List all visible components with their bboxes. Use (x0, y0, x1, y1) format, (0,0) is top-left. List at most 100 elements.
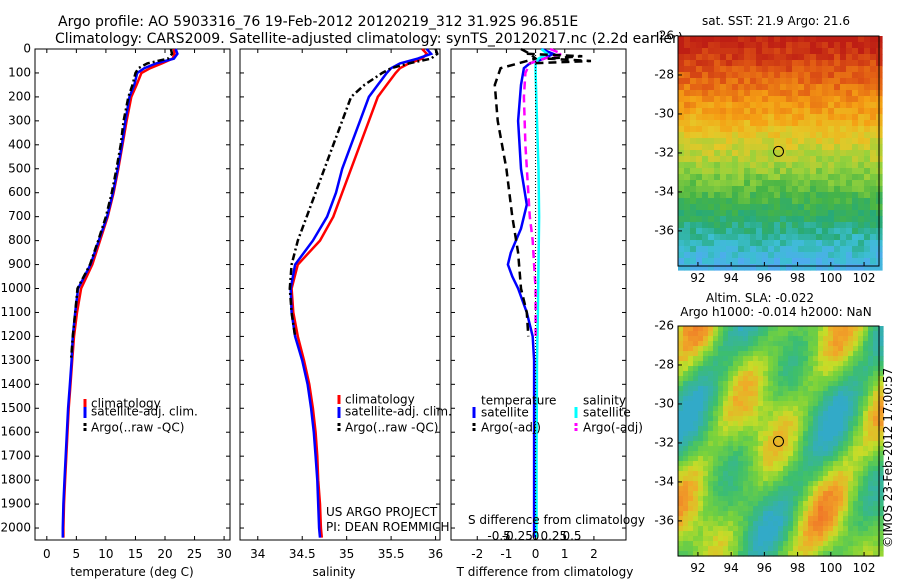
map-cell (718, 496, 724, 502)
map-cell (822, 72, 829, 79)
map-cell (688, 461, 694, 467)
map-cell (690, 48, 697, 55)
map-cell (768, 426, 774, 432)
depth-tick-label: 400 (8, 137, 31, 151)
temperature-panel (34, 48, 231, 541)
map-cell (853, 491, 859, 497)
map-cell (774, 48, 781, 55)
map-cell (878, 421, 884, 427)
map-cell (726, 192, 733, 199)
map-cell (758, 396, 764, 402)
map-cell (793, 546, 799, 552)
map-cell (758, 461, 764, 467)
map-cell (718, 551, 724, 557)
map-cell (788, 481, 794, 487)
map-cell (786, 120, 793, 127)
map-cell (818, 326, 824, 332)
map-cell (750, 228, 757, 235)
map-cell (743, 436, 749, 442)
map-cell (708, 356, 714, 362)
map-cell (843, 521, 849, 527)
map-cell (688, 491, 694, 497)
map-cell (878, 386, 884, 392)
map-cell (723, 466, 729, 472)
map-cell (763, 531, 769, 537)
map-cell (696, 216, 703, 223)
map-cell (828, 386, 834, 392)
map-cell (748, 426, 754, 432)
map-cell (774, 198, 781, 205)
map-cell (780, 96, 787, 103)
map-cell (818, 426, 824, 432)
map-cell (768, 376, 774, 382)
map-cell (763, 486, 769, 492)
map-cell (763, 516, 769, 522)
map-cell (728, 496, 734, 502)
map-cell (793, 496, 799, 502)
map-cell (688, 526, 694, 532)
map-cell (834, 186, 841, 193)
map-cell (838, 486, 844, 492)
map-cell (748, 366, 754, 372)
map-cell (803, 501, 809, 507)
map-cell (683, 551, 689, 557)
map-cell (833, 551, 839, 557)
map-cell (833, 491, 839, 497)
map-cell (852, 132, 859, 139)
map-cell (762, 120, 769, 127)
map-cell (818, 456, 824, 462)
map-cell (748, 331, 754, 337)
map-cell (828, 486, 834, 492)
map-cell (798, 401, 804, 407)
map-cell (878, 536, 884, 542)
map-cell (868, 496, 874, 502)
map-cell (793, 436, 799, 442)
map-cell (852, 210, 859, 217)
map-cell (873, 501, 879, 507)
map-cell (718, 366, 724, 372)
map-cell (818, 436, 824, 442)
map-cell (840, 84, 847, 91)
map-cell (840, 240, 847, 247)
map-cell (828, 216, 835, 223)
map-cell (878, 526, 884, 532)
map-cell (726, 54, 733, 61)
map-cell (748, 461, 754, 467)
map-cell (768, 108, 775, 115)
map-cell (743, 516, 749, 522)
map-cell (786, 234, 793, 241)
map-cell (798, 66, 805, 73)
map-cell (750, 180, 757, 187)
map-cell (702, 210, 709, 217)
map-cell (684, 78, 691, 85)
map-cell (843, 486, 849, 492)
map-cell (688, 451, 694, 457)
map-cell (750, 48, 757, 55)
series-line-s-satellite (534, 48, 550, 538)
map-cell (696, 90, 703, 97)
map-cell (678, 486, 684, 492)
map-cell (793, 456, 799, 462)
map-cell (732, 252, 739, 259)
map-cell (683, 461, 689, 467)
map-cell (813, 416, 819, 422)
map-cell (780, 42, 787, 49)
map-cell (723, 426, 729, 432)
map-cell (773, 546, 779, 552)
map-cell (714, 162, 721, 169)
map-cell (684, 204, 691, 211)
map-cell (773, 406, 779, 412)
map-cell (773, 391, 779, 397)
map-cell (756, 162, 763, 169)
map-cell (750, 144, 757, 151)
map-cell (762, 246, 769, 253)
map-cell (780, 264, 787, 271)
map-cell (870, 234, 877, 241)
map-cell (848, 391, 854, 397)
map-cell (858, 336, 864, 342)
map-cell (708, 346, 714, 352)
map-cell (868, 441, 874, 447)
map-cell (763, 361, 769, 367)
map-cell (743, 426, 749, 432)
map-cell (833, 511, 839, 517)
